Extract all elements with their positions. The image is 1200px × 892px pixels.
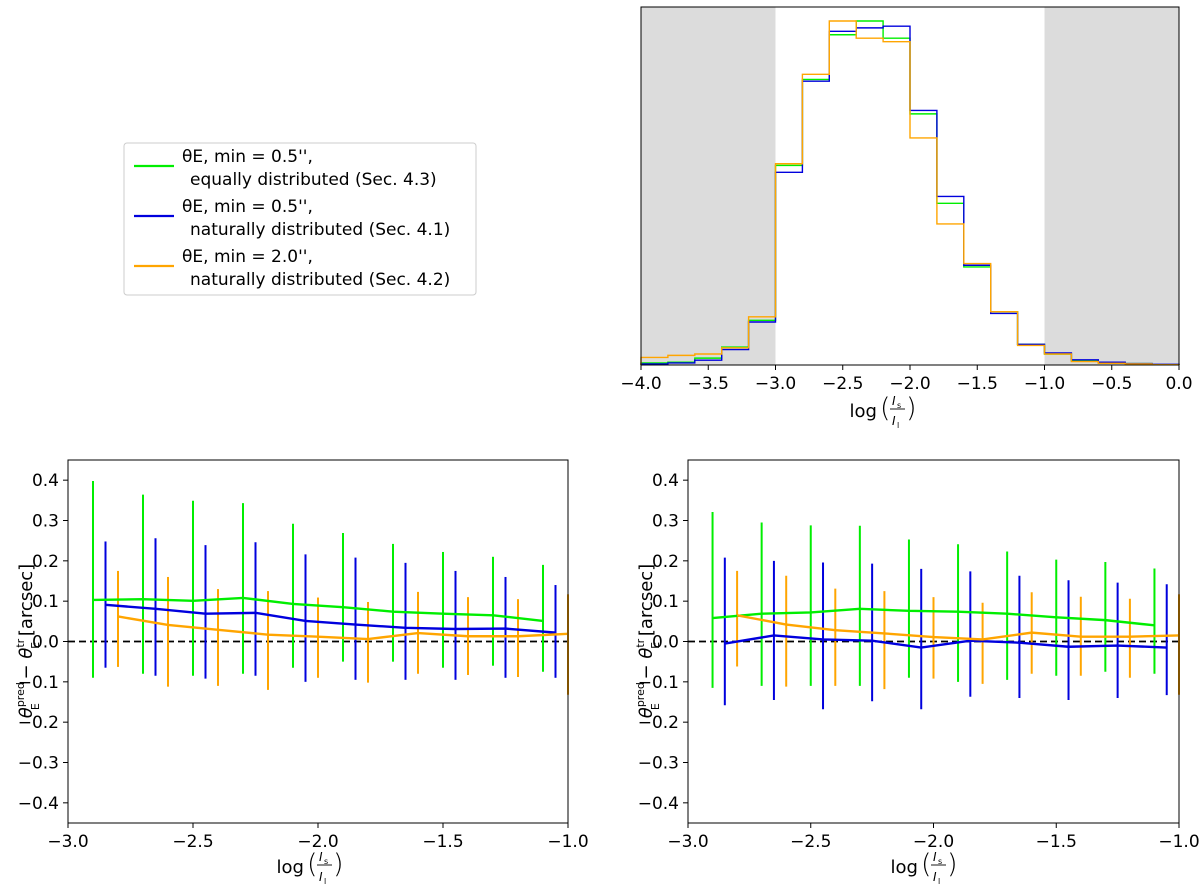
svg-text:log: log <box>891 857 918 878</box>
br-line-green <box>712 607 1155 627</box>
svg-text:I: I <box>892 414 896 428</box>
br-xtick-label: −2.0 <box>913 832 954 852</box>
br-line-orange <box>736 614 1180 641</box>
bl-ytick-label: 0.2 <box>32 552 59 572</box>
legend-line1-orange: θE, min = 2.0'', <box>182 247 313 267</box>
svg-text:s: s <box>324 857 328 866</box>
br-xtick-label: −3.0 <box>667 832 708 852</box>
histogram-xtick-label: −2.0 <box>889 374 930 394</box>
legend: θE, min = 0.5'', equally distributed (Se… <box>123 142 477 296</box>
histogram-shaded-region-1 <box>641 7 776 365</box>
bl-xtick-label: −1.5 <box>422 832 463 852</box>
br-ytick-label: −0.2 <box>638 713 679 733</box>
bl-xtick-label: −3.0 <box>47 832 88 852</box>
bl-ytick-label: 0.1 <box>32 592 59 612</box>
legend-entry-blue: θE, min = 0.5'', naturally distributed (… <box>134 197 450 240</box>
histogram-xlabel: log ( I s I l ) <box>850 393 917 430</box>
bottom-right-xlabel: log ( I s I l ) <box>891 849 958 886</box>
legend-line1-green: θE, min = 0.5'', <box>182 147 313 167</box>
br-xtick-label: −2.5 <box>790 832 831 852</box>
histogram-panel: −4.0 −3.5 −3.0 −2.5 −2.0 −1.5 −1.0 −0.5 0.0 log … <box>620 6 1193 430</box>
bl-ytick-label: −0.2 <box>18 713 59 733</box>
bl-ytick-label: 0.0 <box>32 633 59 653</box>
histogram-step-orange <box>640 20 1180 366</box>
br-ytick-label: 0.3 <box>652 512 679 532</box>
histogram-xtick-label: −1.0 <box>1024 374 1065 394</box>
svg-text:l: l <box>897 421 899 430</box>
br-ytick-label: 0.4 <box>652 471 679 491</box>
histogram-xtick-label: −0.5 <box>1091 374 1132 394</box>
histogram-xtick-label: −3.5 <box>688 374 729 394</box>
svg-text:(: ( <box>307 849 318 880</box>
svg-text:log: log <box>277 857 304 878</box>
bl-xtick-label: −1.0 <box>547 832 588 852</box>
svg-text:I: I <box>933 850 937 864</box>
br-ytick-label: 0.0 <box>652 633 679 653</box>
svg-text:): ) <box>333 849 344 880</box>
bl-line-green <box>92 596 544 623</box>
bl-xtick-label: −2.5 <box>172 832 213 852</box>
br-line-blue <box>724 634 1167 649</box>
br-ytick-label: −0.3 <box>638 754 679 774</box>
bottom-left-panel: −3.0 −2.5 −2.0 −1.5 −1.0 −0.4 −0.3 −0.2 −0.1 0.0… <box>14 459 589 886</box>
svg-text:s: s <box>938 857 942 866</box>
br-ytick-label: −0.1 <box>638 673 679 693</box>
br-xtick-label: −1.5 <box>1036 832 1077 852</box>
svg-text:(: ( <box>880 393 891 424</box>
legend-frame <box>123 142 477 296</box>
bl-line-blue <box>105 603 556 634</box>
bl-ytick-label: 0.3 <box>32 512 59 532</box>
bl-ytick-label: −0.4 <box>18 794 59 814</box>
svg-text:I: I <box>319 850 323 864</box>
svg-text:I: I <box>319 870 323 884</box>
legend-entry-orange: θE, min = 2.0'', naturally distributed (… <box>134 247 450 290</box>
legend-line2-green: equally distributed (Sec. 4.3) <box>190 170 437 190</box>
svg-text:I: I <box>892 394 896 408</box>
svg-text:I: I <box>933 870 937 884</box>
br-ytick-label: 0.1 <box>652 592 679 612</box>
histogram-xtick-label: 0.0 <box>1165 374 1192 394</box>
histogram-xtick-label: −1.5 <box>957 374 998 394</box>
svg-text:s: s <box>897 401 901 410</box>
bottom-right-ylabel: θpred E − θtr E [arcsec] <box>634 564 662 718</box>
svg-text:): ) <box>947 849 958 880</box>
bl-ytick-label: −0.3 <box>18 754 59 774</box>
legend-line2-orange: naturally distributed (Sec. 4.2) <box>190 270 450 290</box>
svg-text:(: ( <box>921 849 932 880</box>
bottom-left-xlabel: log ( I s I l ) <box>277 849 344 886</box>
svg-text:log: log <box>850 401 877 422</box>
bl-ytick-label: −0.1 <box>18 673 59 693</box>
bl-ytick-label: 0.4 <box>32 471 59 491</box>
legend-entry-green: θE, min = 0.5'', equally distributed (Se… <box>134 147 437 190</box>
legend-line1-blue: θE, min = 0.5'', <box>182 197 313 217</box>
bl-xtick-label: −2.0 <box>297 832 338 852</box>
br-xtick-label: −1.0 <box>1158 832 1199 852</box>
br-ytick-label: 0.2 <box>652 552 679 572</box>
bottom-right-panel: −3.0 −2.5 −2.0 −1.5 −1.0 −0.4 −0.3 −0.2 −0.1 0.0… <box>634 459 1200 886</box>
histogram-xtick-label: −4.0 <box>620 374 661 394</box>
svg-text:l: l <box>324 877 326 886</box>
histogram-xtick-label: −3.0 <box>755 374 796 394</box>
histogram-shaded-region-2 <box>1044 7 1179 365</box>
legend-line2-blue: naturally distributed (Sec. 4.1) <box>190 220 450 240</box>
histogram-xtick-label: −2.5 <box>822 374 863 394</box>
svg-text:): ) <box>906 393 917 424</box>
bl-line-orange <box>117 615 569 641</box>
svg-text:l: l <box>938 877 940 886</box>
br-ytick-label: −0.4 <box>638 794 679 814</box>
bottom-left-ylabel: θpred E − θtr E [arcsec] <box>14 564 42 718</box>
